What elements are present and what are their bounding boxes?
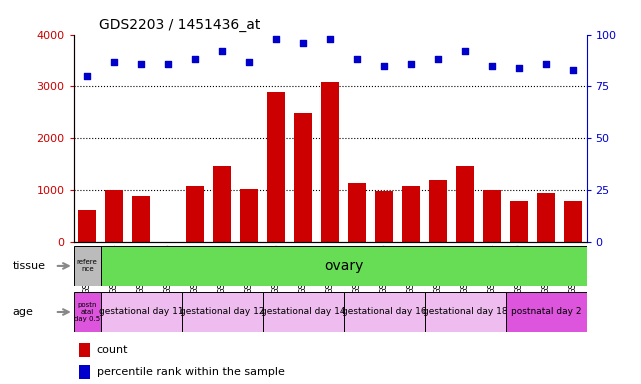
Bar xyxy=(456,166,474,242)
Point xyxy=(217,48,228,54)
Point xyxy=(271,36,281,42)
Bar xyxy=(187,186,204,242)
Bar xyxy=(263,292,344,332)
Point xyxy=(460,48,470,54)
Bar xyxy=(240,189,258,242)
Bar xyxy=(101,292,181,332)
Bar xyxy=(74,246,101,286)
Bar xyxy=(564,202,582,242)
Bar xyxy=(429,180,447,242)
Point xyxy=(379,63,389,69)
Text: GDS2203 / 1451436_at: GDS2203 / 1451436_at xyxy=(99,18,261,32)
Bar xyxy=(294,113,312,242)
Bar xyxy=(403,186,420,242)
Point xyxy=(163,61,173,67)
Text: gestational day 14: gestational day 14 xyxy=(261,308,345,316)
Bar xyxy=(344,292,424,332)
Bar xyxy=(74,292,101,332)
Bar xyxy=(537,193,555,242)
Point xyxy=(244,58,254,65)
Point xyxy=(190,56,200,63)
Text: percentile rank within the sample: percentile rank within the sample xyxy=(97,367,285,377)
Bar xyxy=(483,190,501,242)
Point xyxy=(109,58,119,65)
Bar xyxy=(213,166,231,242)
Bar xyxy=(348,183,366,242)
Bar xyxy=(510,202,528,242)
Text: postn
atal
day 0.5: postn atal day 0.5 xyxy=(74,302,100,322)
Point xyxy=(541,61,551,67)
Text: ovary: ovary xyxy=(324,259,363,273)
Bar xyxy=(79,343,90,356)
Text: refere
nce: refere nce xyxy=(77,260,97,272)
Point xyxy=(514,65,524,71)
Text: gestational day 16: gestational day 16 xyxy=(342,308,426,316)
Text: count: count xyxy=(97,344,128,354)
Point xyxy=(433,56,443,63)
Text: gestational day 18: gestational day 18 xyxy=(423,308,508,316)
Bar xyxy=(133,196,150,242)
Text: gestational day 11: gestational day 11 xyxy=(99,308,183,316)
Point xyxy=(325,36,335,42)
Point xyxy=(487,63,497,69)
Bar xyxy=(79,365,90,379)
Point xyxy=(406,61,416,67)
Bar xyxy=(105,190,123,242)
Text: postnatal day 2: postnatal day 2 xyxy=(511,308,581,316)
Bar xyxy=(376,191,393,242)
Bar xyxy=(424,292,506,332)
Point xyxy=(136,61,146,67)
Point xyxy=(82,73,92,79)
Point xyxy=(298,40,308,46)
Bar xyxy=(181,292,263,332)
Text: gestational day 12: gestational day 12 xyxy=(180,308,264,316)
Text: age: age xyxy=(13,307,34,317)
Point xyxy=(352,56,362,63)
Text: tissue: tissue xyxy=(13,261,46,271)
Bar xyxy=(321,82,339,242)
Point xyxy=(568,67,578,73)
Bar xyxy=(506,292,587,332)
Bar xyxy=(78,210,96,242)
Bar xyxy=(267,92,285,242)
